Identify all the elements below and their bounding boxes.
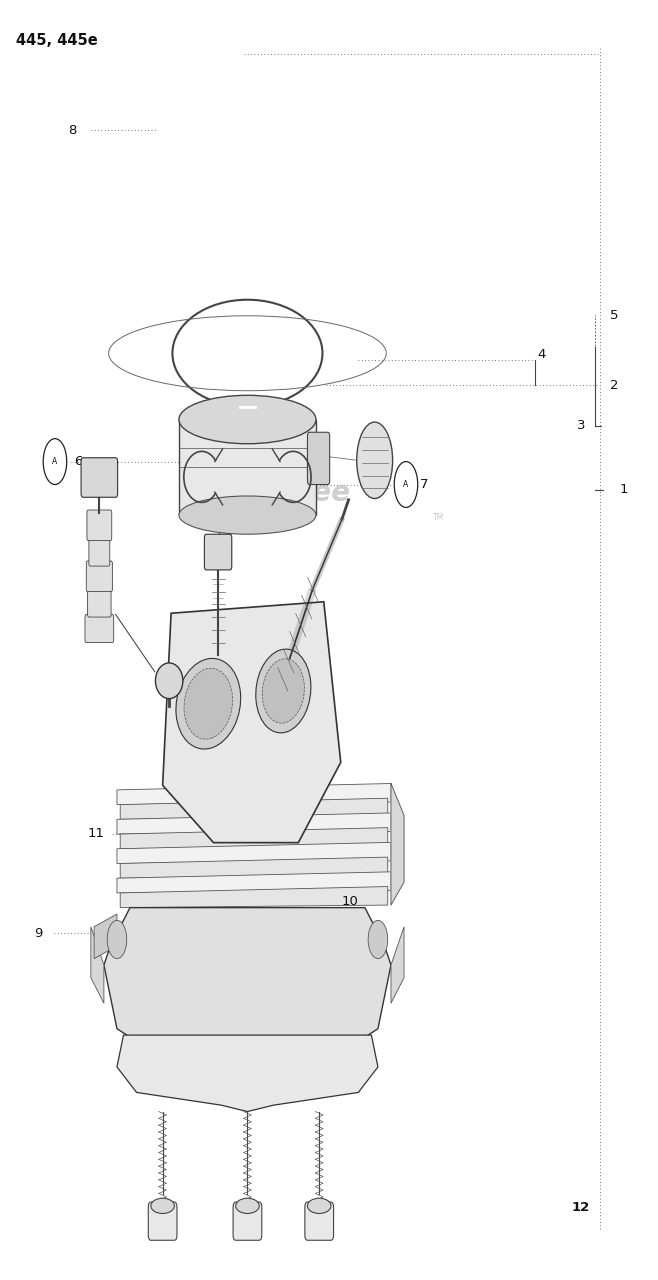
- FancyBboxPatch shape: [85, 614, 114, 643]
- Text: 9: 9: [34, 927, 43, 940]
- Text: A: A: [403, 480, 409, 489]
- Text: 5: 5: [609, 308, 618, 321]
- Ellipse shape: [151, 1198, 174, 1213]
- Text: 3: 3: [577, 420, 586, 433]
- FancyBboxPatch shape: [305, 1202, 334, 1240]
- Polygon shape: [94, 914, 117, 959]
- FancyBboxPatch shape: [148, 1202, 177, 1240]
- Polygon shape: [120, 887, 388, 908]
- Text: 10: 10: [342, 895, 359, 908]
- Circle shape: [368, 920, 388, 959]
- Polygon shape: [117, 872, 391, 893]
- Text: 12: 12: [572, 1201, 590, 1213]
- Polygon shape: [120, 828, 388, 849]
- Ellipse shape: [184, 668, 232, 740]
- Text: 4: 4: [538, 348, 546, 361]
- Ellipse shape: [179, 396, 316, 444]
- Text: 8: 8: [68, 124, 76, 137]
- Text: 11: 11: [88, 827, 105, 840]
- Text: 7: 7: [420, 477, 429, 492]
- Polygon shape: [179, 420, 316, 515]
- FancyBboxPatch shape: [205, 534, 232, 570]
- FancyBboxPatch shape: [88, 589, 111, 617]
- Circle shape: [107, 920, 127, 959]
- FancyBboxPatch shape: [87, 509, 112, 540]
- Polygon shape: [391, 927, 404, 1004]
- Ellipse shape: [357, 422, 393, 498]
- Polygon shape: [117, 783, 391, 805]
- Text: 6: 6: [74, 456, 83, 468]
- Text: A: A: [53, 457, 58, 466]
- Polygon shape: [91, 927, 104, 1004]
- Text: TM: TM: [434, 512, 445, 521]
- Text: 1: 1: [619, 483, 628, 497]
- FancyBboxPatch shape: [86, 561, 113, 591]
- Ellipse shape: [236, 1198, 259, 1213]
- Polygon shape: [163, 602, 341, 842]
- Polygon shape: [391, 783, 404, 905]
- FancyBboxPatch shape: [89, 538, 110, 566]
- Polygon shape: [120, 858, 388, 878]
- Text: PartsTree: PartsTree: [203, 480, 351, 507]
- Polygon shape: [117, 842, 391, 864]
- Text: 445, 445e: 445, 445e: [16, 33, 97, 49]
- Polygon shape: [104, 908, 391, 1042]
- Polygon shape: [120, 799, 388, 819]
- FancyBboxPatch shape: [81, 458, 118, 497]
- Ellipse shape: [179, 495, 316, 534]
- Text: 2: 2: [609, 379, 618, 392]
- Ellipse shape: [176, 658, 241, 749]
- Ellipse shape: [263, 659, 305, 723]
- FancyBboxPatch shape: [233, 1202, 262, 1240]
- Ellipse shape: [307, 1198, 331, 1213]
- Ellipse shape: [155, 663, 183, 699]
- Polygon shape: [117, 813, 391, 835]
- Polygon shape: [117, 1036, 378, 1111]
- FancyBboxPatch shape: [307, 433, 330, 485]
- Ellipse shape: [256, 649, 311, 733]
